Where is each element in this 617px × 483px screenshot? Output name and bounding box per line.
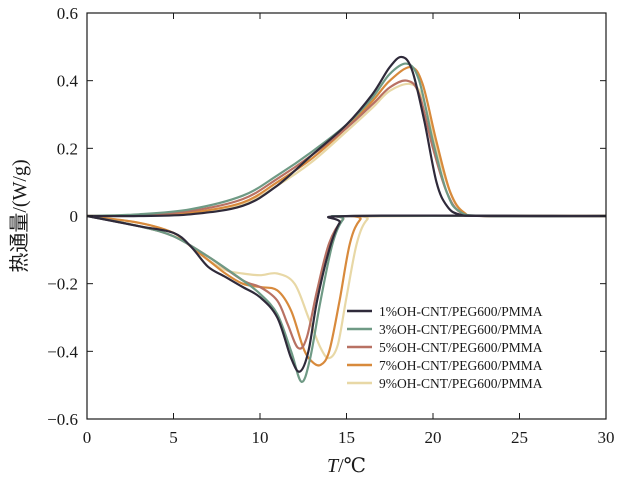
series-heating-curve	[86, 62, 607, 218]
y-tick-label: −0.4	[47, 342, 78, 361]
x-axis-title: T/℃	[327, 455, 366, 477]
x-tick-label: 30	[598, 428, 615, 447]
y-tick-label: 0.2	[57, 139, 78, 158]
legend-label: 9%OH-CNT/PEG600/PMMA	[379, 376, 543, 391]
legend-label: 5%OH-CNT/PEG600/PMMA	[379, 340, 543, 355]
x-tick-label: 5	[169, 428, 178, 447]
legend-label: 1%OH-CNT/PEG600/PMMA	[379, 304, 543, 319]
series-heating-curve	[86, 55, 607, 218]
y-axis-title: 热通量/(W/g)	[8, 159, 31, 272]
series-cooling-curve	[86, 214, 607, 373]
curves-layer	[86, 55, 607, 383]
legend: 1%OH-CNT/PEG600/PMMA 3%OH-CNT/PEG600/PMMA…	[347, 304, 543, 391]
series-heating-curve	[86, 79, 607, 218]
series-heating-curve	[86, 82, 607, 218]
y-tick-label: 0.6	[57, 4, 78, 23]
axis-ticks: 0 5 10 15 20 25 30 −0.6 −0.4 −0.2 0 0.2 0.4 0.6	[47, 4, 614, 447]
series-heating-curve	[86, 66, 607, 218]
y-tick-label: −0.6	[47, 410, 78, 429]
legend-label: 3%OH-CNT/PEG600/PMMA	[379, 322, 543, 337]
x-tick-label: 25	[511, 428, 528, 447]
legend-label: 7%OH-CNT/PEG600/PMMA	[379, 358, 543, 373]
x-tick-label: 15	[338, 428, 355, 447]
x-tick-label: 10	[252, 428, 269, 447]
y-tick-label: 0	[70, 207, 79, 226]
y-tick-label: 0.4	[57, 72, 79, 91]
x-tick-label: 20	[425, 428, 442, 447]
x-tick-label: 0	[83, 428, 92, 447]
y-tick-label: −0.2	[47, 275, 78, 294]
